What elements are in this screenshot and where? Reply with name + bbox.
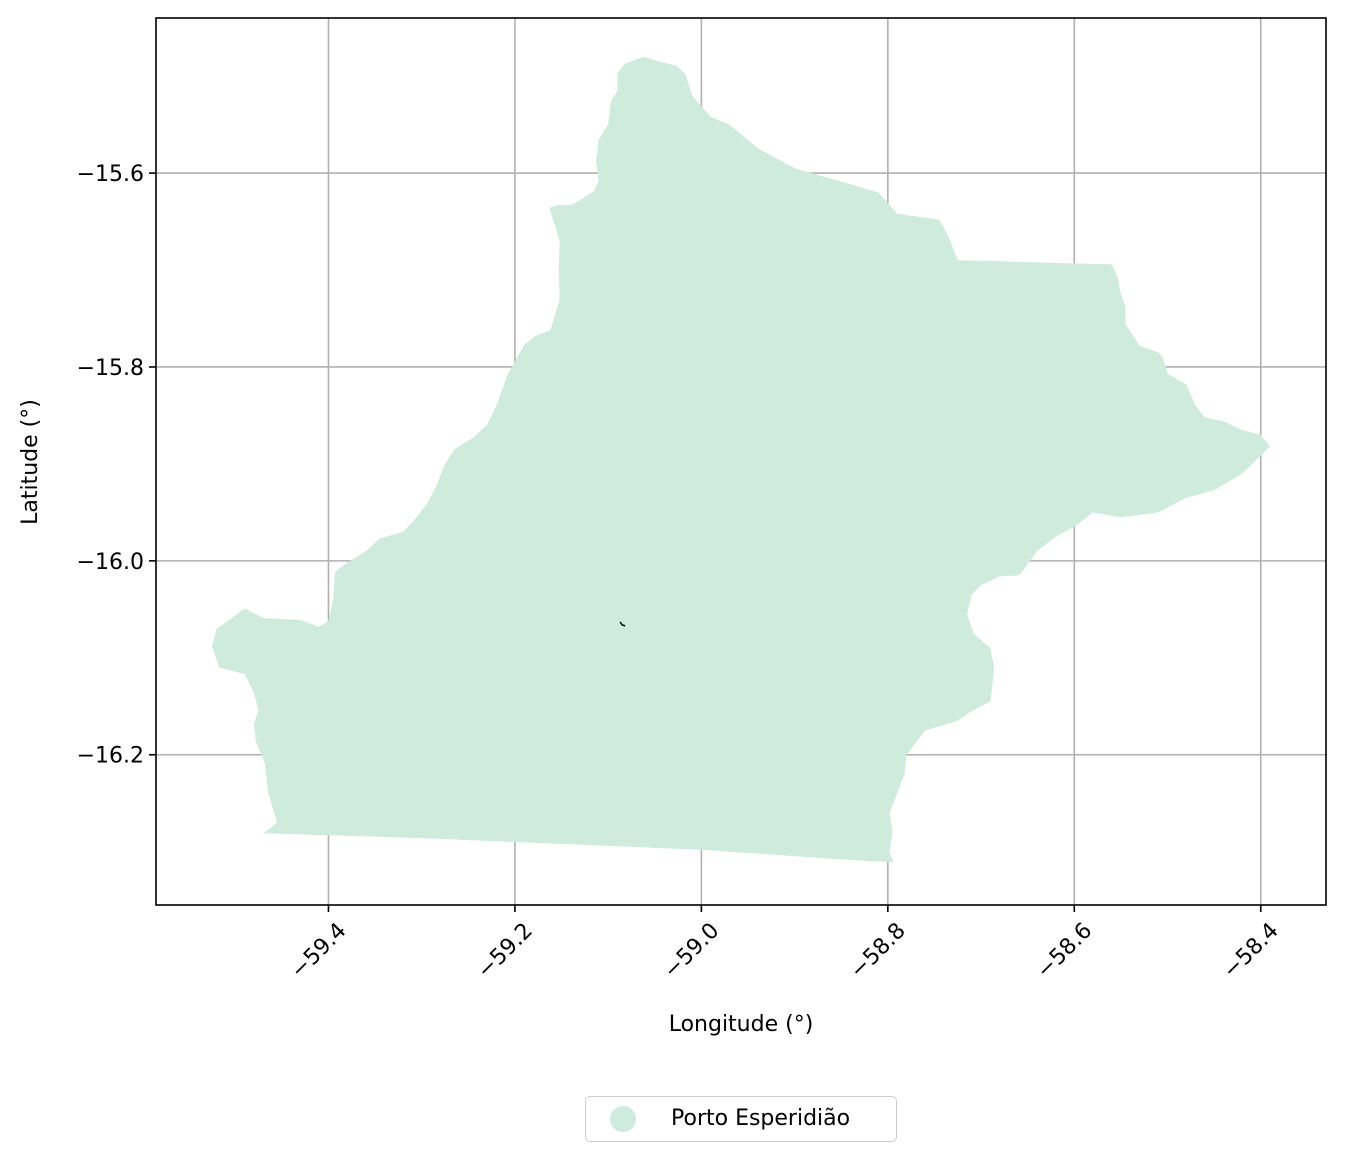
- map-point-marker: [619, 621, 626, 627]
- x-tick-label: −58.8: [845, 918, 910, 983]
- map-markers: [619, 621, 626, 627]
- region-porto-esperidiao: [211, 56, 1271, 863]
- y-tick-label: −16.2: [77, 744, 144, 769]
- x-tick-label: −59.4: [286, 918, 351, 983]
- x-axis-ticks: −59.4 −59.2 −59.0 −58.8 −58.6 −58.4: [286, 905, 1284, 984]
- y-tick-label: −16.0: [77, 550, 144, 575]
- y-axis-label: Latitude (°): [18, 399, 43, 525]
- x-tick-label: −59.0: [659, 918, 724, 983]
- legend-marker-porto-esperidiao: [610, 1106, 636, 1132]
- map-chart: −59.4 −59.2 −59.0 −58.8 −58.6 −58.4 −15.6−15.…: [18, 17, 1327, 1037]
- x-tick-label: −58.6: [1032, 918, 1097, 983]
- map-regions: [211, 56, 1271, 863]
- legend-label-porto-esperidiao: Porto Esperidião: [671, 1106, 851, 1131]
- y-axis-ticks: −15.6 −15.8 −16.0 −16.2: [77, 162, 156, 769]
- x-tick-label: −59.2: [473, 918, 538, 983]
- legend: Porto Esperidião: [585, 1096, 897, 1142]
- x-tick-label: −58.4: [1218, 918, 1283, 983]
- y-tick-label: −15.6: [77, 162, 144, 187]
- x-axis-label: Longitude (°): [669, 1012, 814, 1037]
- y-tick-label: −15.8: [77, 356, 144, 381]
- plot-frame: [155, 17, 1327, 906]
